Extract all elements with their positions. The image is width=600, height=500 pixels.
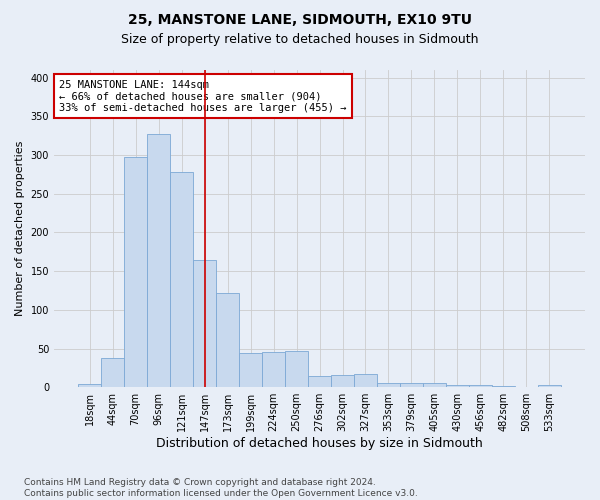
Bar (262, 352, 285, 387)
Bar (377, 384, 400, 387)
Bar (78, 384, 101, 387)
Bar (492, 386, 515, 387)
Bar (216, 293, 239, 387)
Bar (331, 375, 354, 387)
Text: Size of property relative to detached houses in Sidmouth: Size of property relative to detached ho… (121, 32, 479, 46)
Text: Contains HM Land Registry data © Crown copyright and database right 2024.
Contai: Contains HM Land Registry data © Crown c… (24, 478, 418, 498)
X-axis label: Distribution of detached houses by size in Sidmouth: Distribution of detached houses by size … (156, 437, 483, 450)
Bar (400, 382, 423, 387)
Bar (469, 385, 492, 387)
Y-axis label: Number of detached properties: Number of detached properties (15, 141, 25, 316)
Bar (423, 384, 446, 387)
Text: 25, MANSTONE LANE, SIDMOUTH, EX10 9TU: 25, MANSTONE LANE, SIDMOUTH, EX10 9TU (128, 12, 472, 26)
Bar (193, 260, 216, 387)
Bar (446, 385, 469, 387)
Bar (239, 353, 262, 387)
Bar (538, 385, 561, 387)
Bar (354, 374, 377, 387)
Bar (308, 376, 331, 387)
Bar (124, 156, 147, 387)
Bar (101, 358, 124, 387)
Bar (147, 134, 170, 387)
Bar (285, 351, 308, 387)
Bar (170, 172, 193, 387)
Text: 25 MANSTONE LANE: 144sqm
← 66% of detached houses are smaller (904)
33% of semi-: 25 MANSTONE LANE: 144sqm ← 66% of detach… (59, 80, 347, 112)
